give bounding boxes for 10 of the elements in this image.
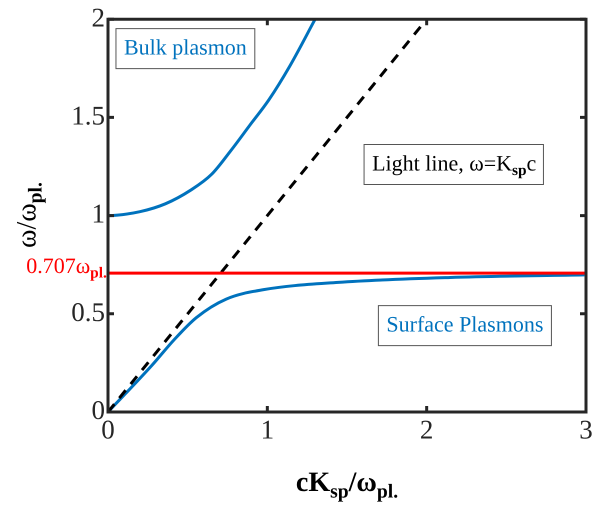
y-tick-label: 1.5 xyxy=(71,100,105,130)
x-tick-label: 2 xyxy=(420,414,434,444)
series-label: Bulk plasmon xyxy=(124,34,247,60)
y-tick-label: 1 xyxy=(92,198,105,229)
y-tick-label: 2 xyxy=(92,2,105,32)
series-label: Surface Plasmons xyxy=(386,311,544,336)
x-tick-label: 3 xyxy=(579,414,593,444)
y-axis-title: ω/ωpl. xyxy=(11,182,46,248)
y-tick-label: 0.5 xyxy=(71,296,105,327)
x-tick-label: 1 xyxy=(260,414,274,444)
